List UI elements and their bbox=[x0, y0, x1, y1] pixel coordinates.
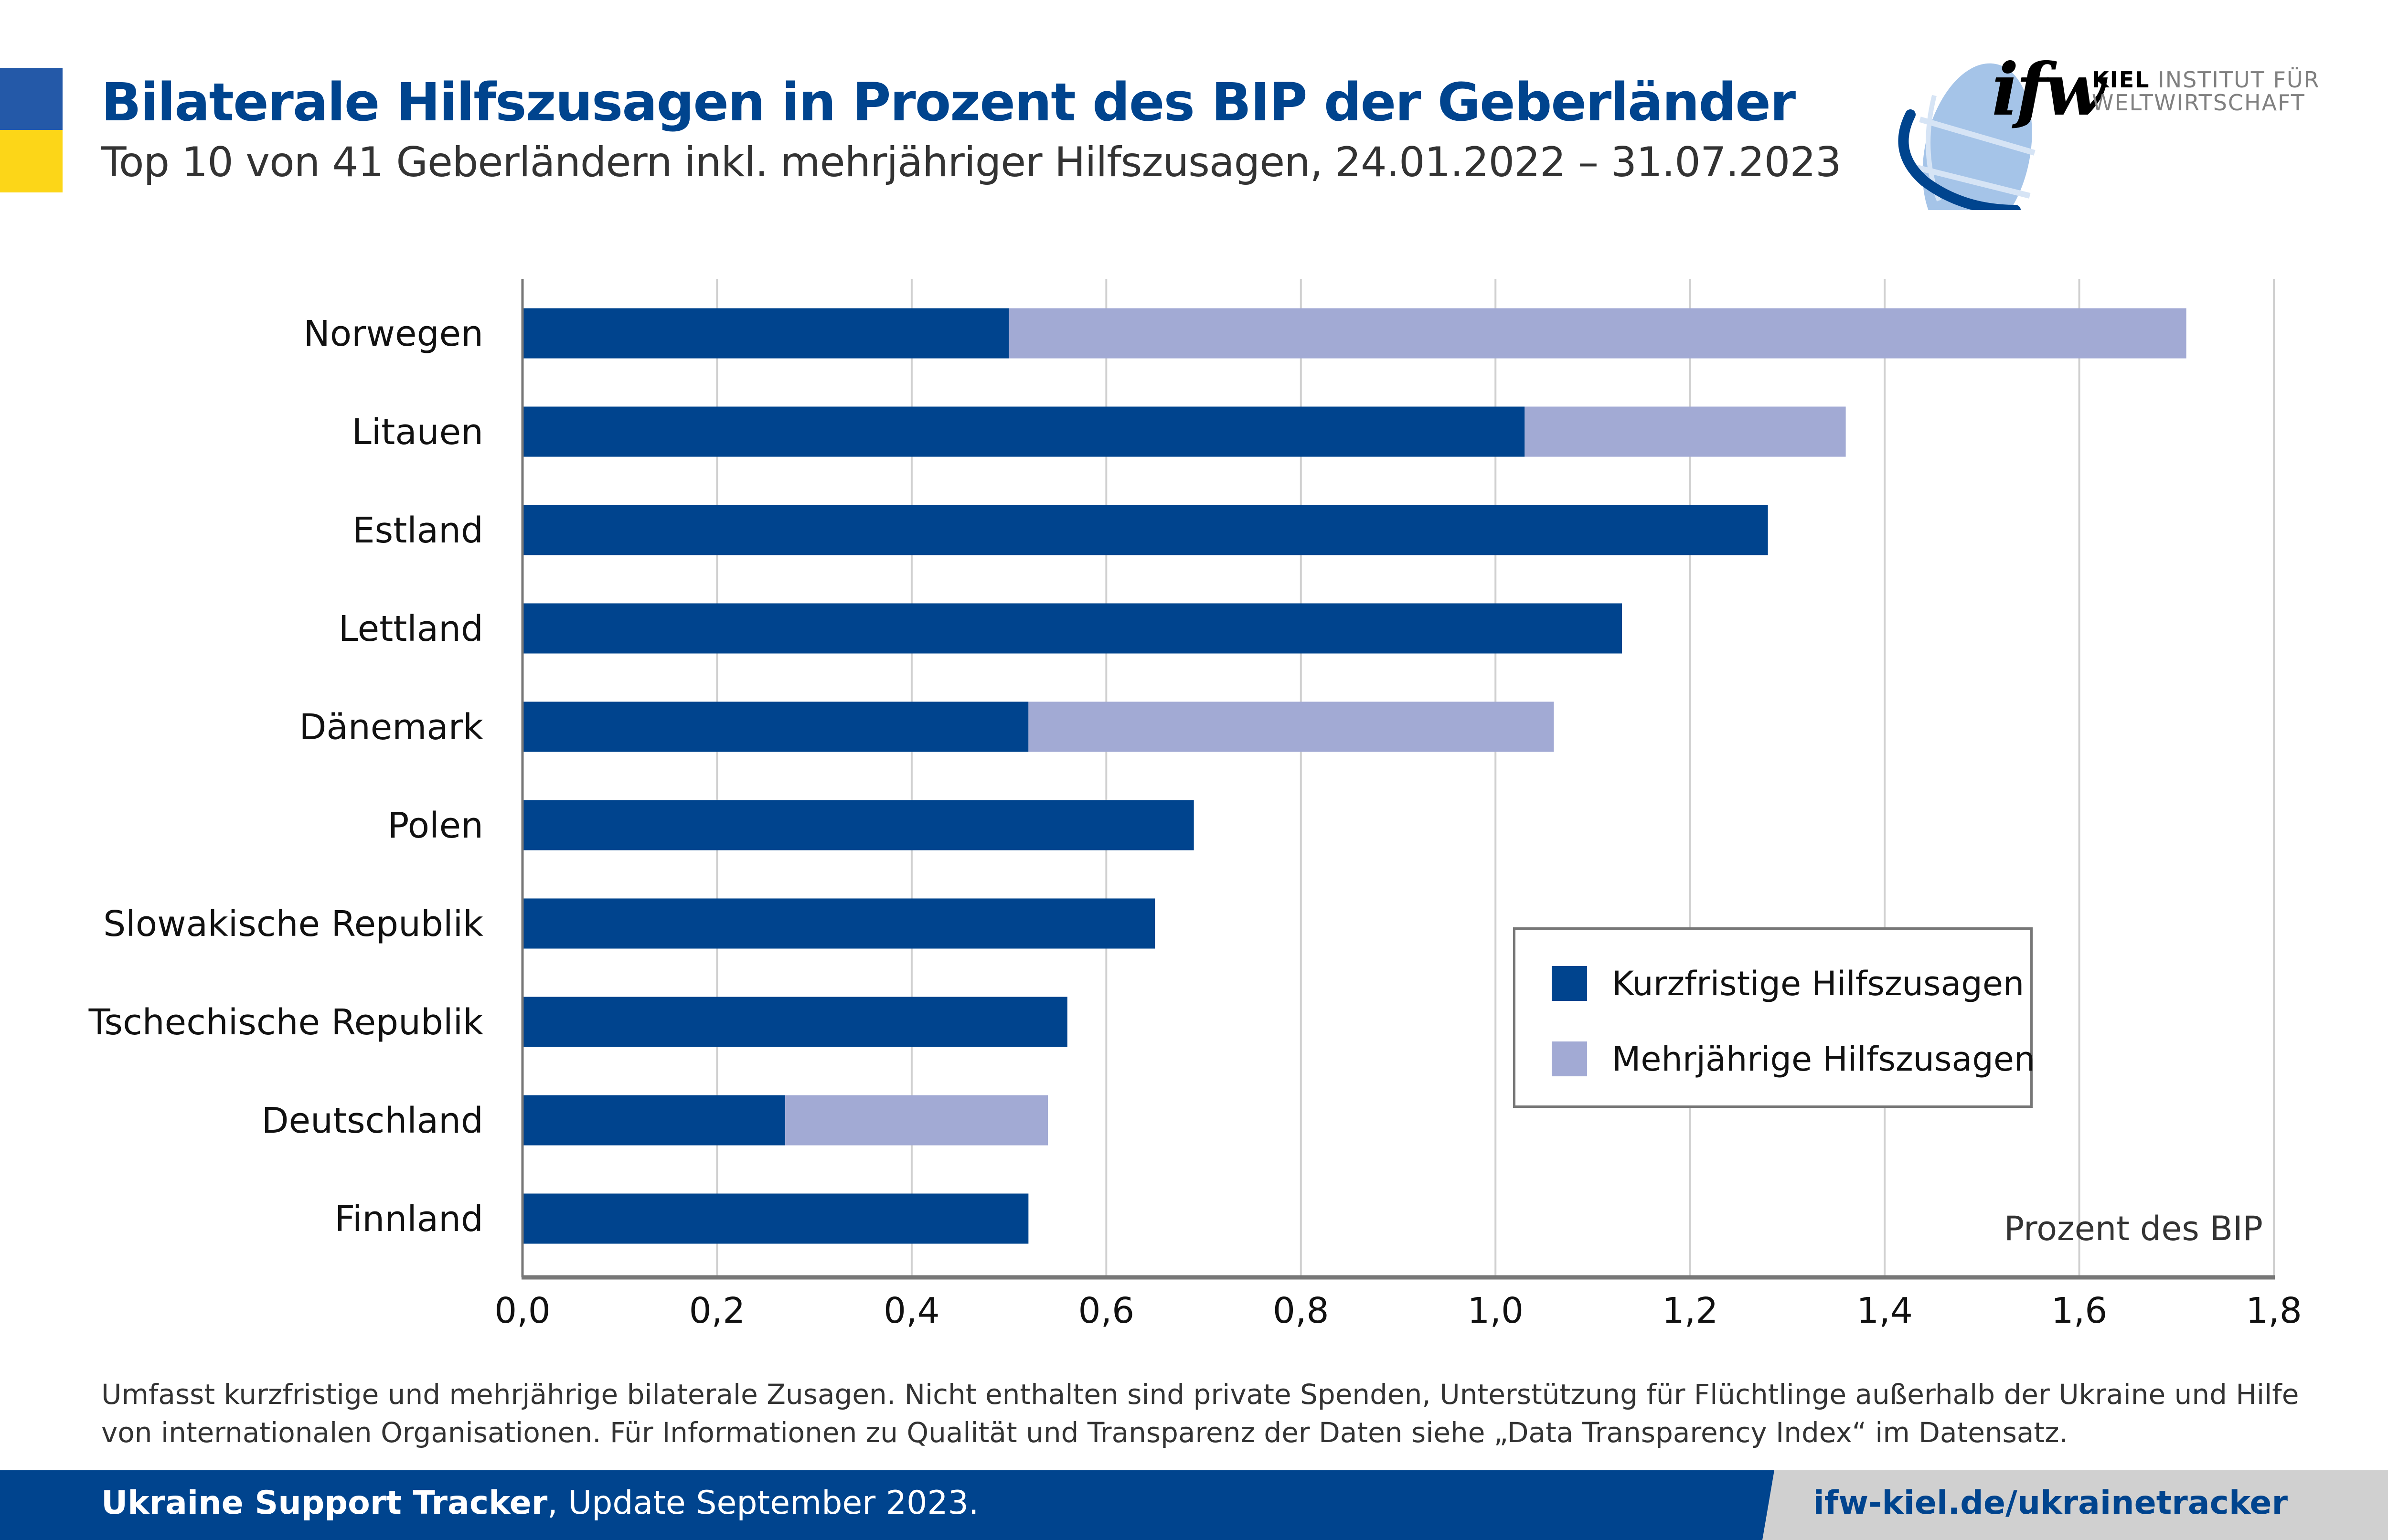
x-tick-label: 0,2 bbox=[689, 1290, 746, 1331]
footnote: Umfasst kurzfristige und mehrjährige bil… bbox=[101, 1378, 2299, 1449]
footer-source-name: Ukraine Support Tracker bbox=[101, 1484, 548, 1522]
x-tick-labels: 0,0 0,2 0,4 0,6 0,8 1,0 1,2 1,4 1,6 1,8 bbox=[494, 1290, 2302, 1331]
footer-source: Ukraine Support Tracker, Update Septembe… bbox=[101, 1484, 979, 1522]
footer-link-panel bbox=[1762, 1470, 2388, 1540]
bar-multi-year bbox=[1028, 701, 1554, 752]
bar-short-term bbox=[522, 603, 1622, 654]
category-label: Deutschland bbox=[262, 1100, 483, 1141]
x-tick-label: 1,2 bbox=[1662, 1290, 1718, 1331]
category-labels: Norwegen Litauen Estland Lettland Dänemark Po… bbox=[88, 313, 484, 1240]
footer-link[interactable]: ifw-kiel.de/ukrainetracker bbox=[1813, 1484, 2288, 1522]
x-tick-label: 1,6 bbox=[2051, 1290, 2108, 1331]
category-label: Norwegen bbox=[303, 313, 483, 354]
legend-label-short-term: Kurzfristige Hilfszusagen bbox=[1612, 964, 2025, 1003]
ifw-logo-mark: ifw bbox=[1992, 48, 2106, 132]
legend-swatch-multi-year bbox=[1552, 1041, 1587, 1076]
bar-short-term bbox=[522, 701, 1029, 752]
category-label: Dänemark bbox=[299, 707, 484, 748]
globe-icon bbox=[1898, 63, 2036, 210]
bar-multi-year bbox=[785, 1095, 1048, 1146]
chart-title: Bilaterale Hilfszusagen in Prozent des B… bbox=[101, 72, 1796, 133]
logo-kiel: KIEL bbox=[2092, 67, 2150, 93]
ukraine-flag-blue-stripe bbox=[0, 68, 63, 130]
logo-institut: INSTITUT FÜR bbox=[2150, 67, 2320, 93]
footer-source-update: , Update September 2023. bbox=[547, 1484, 979, 1522]
bar-short-term bbox=[522, 406, 1525, 457]
bar-short-term bbox=[522, 505, 1768, 555]
category-label: Lettland bbox=[339, 608, 483, 649]
category-label: Polen bbox=[388, 805, 483, 846]
category-label: Tschechische Republik bbox=[88, 1002, 484, 1043]
legend-item-multi-year: Mehrjährige Hilfszusagen bbox=[1552, 1039, 2036, 1079]
chart-subtitle: Top 10 von 41 Geberländern inkl. mehrjäh… bbox=[101, 138, 1842, 186]
legend-label-multi-year: Mehrjährige Hilfszusagen bbox=[1612, 1039, 2036, 1079]
bar-short-term bbox=[522, 308, 1009, 359]
bars bbox=[522, 308, 2186, 1244]
x-tick-label: 0,6 bbox=[1078, 1290, 1134, 1331]
bar-short-term bbox=[522, 997, 1067, 1047]
legend-swatch-short-term bbox=[1552, 966, 1587, 1001]
logo-text-line1: KIEL INSTITUT FÜR bbox=[2092, 67, 2320, 93]
bar-short-term bbox=[522, 800, 1194, 850]
x-tick-label: 1,4 bbox=[1856, 1290, 1913, 1331]
x-axis-unit-label: Prozent des BIP bbox=[2004, 1209, 2263, 1248]
legend-item-short-term: Kurzfristige Hilfszusagen bbox=[1552, 964, 2025, 1003]
logo-text-line2: WELTWIRTSCHAFT bbox=[2092, 90, 2305, 116]
x-tick-label: 0,4 bbox=[884, 1290, 940, 1331]
legend: Kurzfristige Hilfszusagen Mehrjährige Hi… bbox=[1513, 927, 2036, 1108]
bar-short-term bbox=[522, 1193, 1029, 1244]
x-tick-label: 1,0 bbox=[1467, 1290, 1524, 1331]
category-label: Litauen bbox=[352, 412, 483, 453]
category-label: Finnland bbox=[335, 1199, 483, 1240]
bar-short-term bbox=[522, 898, 1155, 949]
category-label: Slowakische Republik bbox=[103, 903, 483, 945]
category-label: Estland bbox=[352, 510, 483, 551]
bar-multi-year bbox=[1009, 308, 2186, 359]
ukraine-flag-yellow-stripe bbox=[0, 130, 63, 192]
x-tick-label: 1,8 bbox=[2246, 1290, 2302, 1331]
bar-short-term bbox=[522, 1095, 786, 1146]
x-tick-label: 0,8 bbox=[1273, 1290, 1329, 1331]
bar-multi-year bbox=[1524, 406, 1846, 457]
x-tick-label: 0,0 bbox=[494, 1290, 551, 1331]
